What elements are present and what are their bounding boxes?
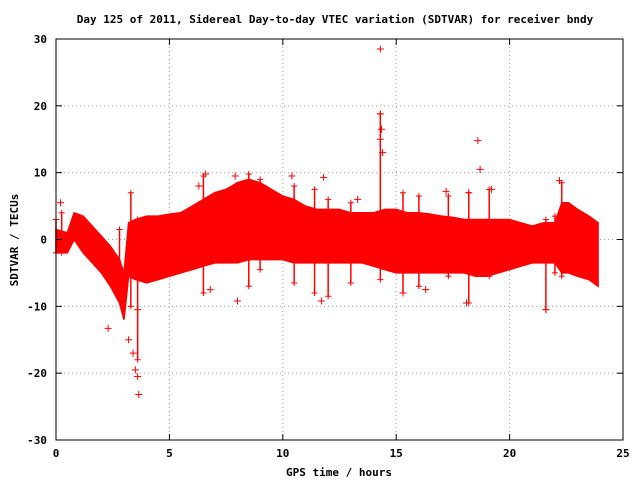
data-point [376, 45, 384, 53]
data-point [125, 336, 133, 344]
data-point [195, 182, 203, 190]
y-tick-label: 0 [40, 234, 47, 247]
data-point [487, 185, 495, 193]
data-point [200, 289, 207, 296]
data-point [291, 279, 298, 286]
data-point [377, 125, 385, 133]
chart-title: Day 125 of 2011, Sidereal Day-to-day VTE… [77, 13, 594, 26]
data-point [474, 137, 482, 145]
data-point [377, 276, 384, 283]
data-point [476, 165, 484, 173]
data-point [445, 193, 452, 200]
data-point [376, 110, 384, 118]
data-point [325, 293, 332, 300]
data-point [291, 183, 298, 190]
data-outliers [57, 45, 563, 399]
data-point [206, 286, 214, 294]
data-point [104, 324, 112, 332]
x-tick-label: 25 [616, 447, 629, 460]
data-point [551, 213, 558, 220]
data-point [135, 391, 143, 399]
data-point [134, 373, 142, 381]
y-tick-label: -10 [27, 300, 47, 313]
x-tick-label: 20 [503, 447, 516, 460]
data-point [379, 149, 387, 157]
y-tick-label: 10 [34, 167, 47, 180]
data-point [542, 216, 549, 223]
data-point [127, 189, 134, 196]
data-point [233, 297, 241, 305]
data-point [202, 170, 210, 178]
data-point [354, 195, 362, 203]
data-point [57, 199, 65, 207]
data-point [257, 266, 264, 273]
data-point [245, 283, 252, 290]
data-point [245, 171, 252, 178]
data-point [486, 273, 493, 280]
x-tick-label: 15 [390, 447, 403, 460]
data-point [311, 186, 318, 193]
data-point [325, 196, 332, 203]
y-tick-label: 30 [34, 33, 47, 46]
data-point [58, 209, 65, 216]
data-point [555, 177, 563, 185]
data-point [320, 173, 328, 181]
tick-labels: 0 5 10 15 20 25 -30 -20 -10 0 10 20 30 [27, 33, 630, 460]
data-point [58, 249, 65, 256]
data-point [347, 279, 354, 286]
axis-ticks [55, 38, 624, 441]
data-point [551, 269, 558, 276]
x-axis-label: GPS time / hours [286, 466, 392, 479]
data-point [376, 135, 384, 143]
data-point [288, 172, 296, 180]
data-point [311, 289, 318, 296]
data-point [131, 366, 139, 374]
y-tick-label: 20 [34, 100, 47, 113]
data-point [116, 263, 123, 270]
data-point [257, 176, 264, 183]
data-point [134, 216, 141, 223]
data-point [347, 199, 354, 206]
x-tick-label: 0 [53, 447, 60, 460]
data-point [317, 297, 325, 305]
data-point [399, 289, 407, 297]
data-envelope [55, 178, 599, 320]
data-point [463, 299, 471, 307]
data-point [231, 172, 239, 180]
data-point [415, 283, 422, 290]
y-tick-label: -20 [27, 367, 47, 380]
data-point [558, 273, 565, 280]
data-point [129, 349, 137, 357]
data-point [422, 286, 430, 294]
data-point [116, 226, 123, 233]
data-point [542, 306, 550, 314]
y-tick-label: -30 [27, 434, 47, 447]
data-band [55, 178, 599, 320]
data-point [134, 356, 141, 363]
x-tick-label: 5 [166, 447, 173, 460]
data-point [400, 189, 407, 196]
data-point [445, 273, 452, 280]
data-point [415, 193, 422, 200]
data-point [442, 187, 450, 195]
data-point [465, 189, 473, 197]
data-point [127, 303, 134, 310]
data-point [134, 306, 142, 314]
y-axis-label: SDTVAR / TECUs [8, 194, 21, 287]
x-tick-label: 10 [276, 447, 289, 460]
